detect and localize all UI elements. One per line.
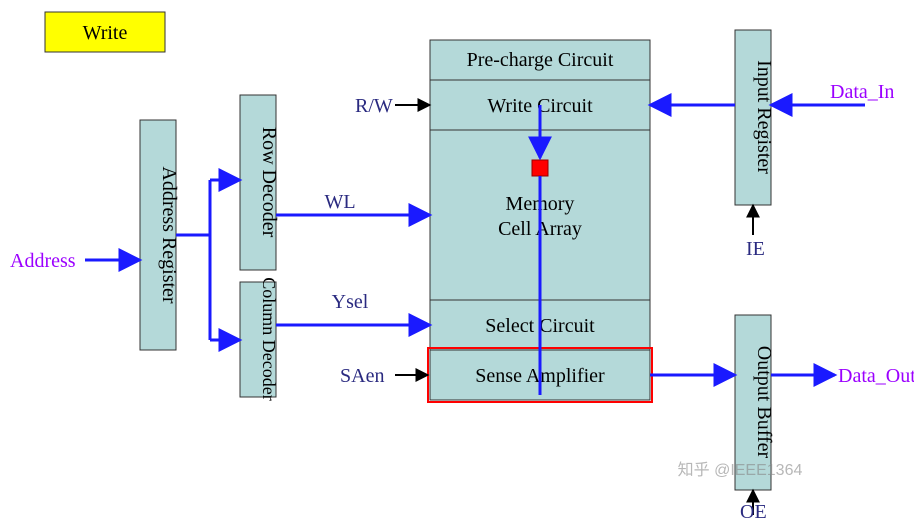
datain-label: Data_In (830, 81, 894, 103)
row-decoder-label: Row Decoder (258, 127, 280, 238)
ie-label: IE (746, 238, 765, 260)
wl-label: WL (324, 191, 355, 213)
ysel-label: Ysel (332, 291, 369, 313)
oe-label: OE (740, 501, 767, 520)
dataout-label: Data_Out (838, 365, 914, 387)
output-buffer-label: Output Buffer (753, 346, 775, 459)
address-label: Address (10, 250, 76, 272)
input-register-label: Input Register (753, 60, 775, 174)
rw-label: R/W (355, 95, 393, 117)
column-decoder-label: Column Decoder (259, 277, 279, 400)
watermark: 知乎 @IEEE1364 (678, 461, 803, 479)
saen-label: SAen (340, 365, 384, 387)
title-label: Write (83, 22, 128, 44)
active-cell (532, 160, 548, 176)
memory-write-diagram: Write Address Register Row Decoder Colum… (0, 0, 914, 520)
precharge-label: Pre-charge Circuit (467, 49, 614, 71)
